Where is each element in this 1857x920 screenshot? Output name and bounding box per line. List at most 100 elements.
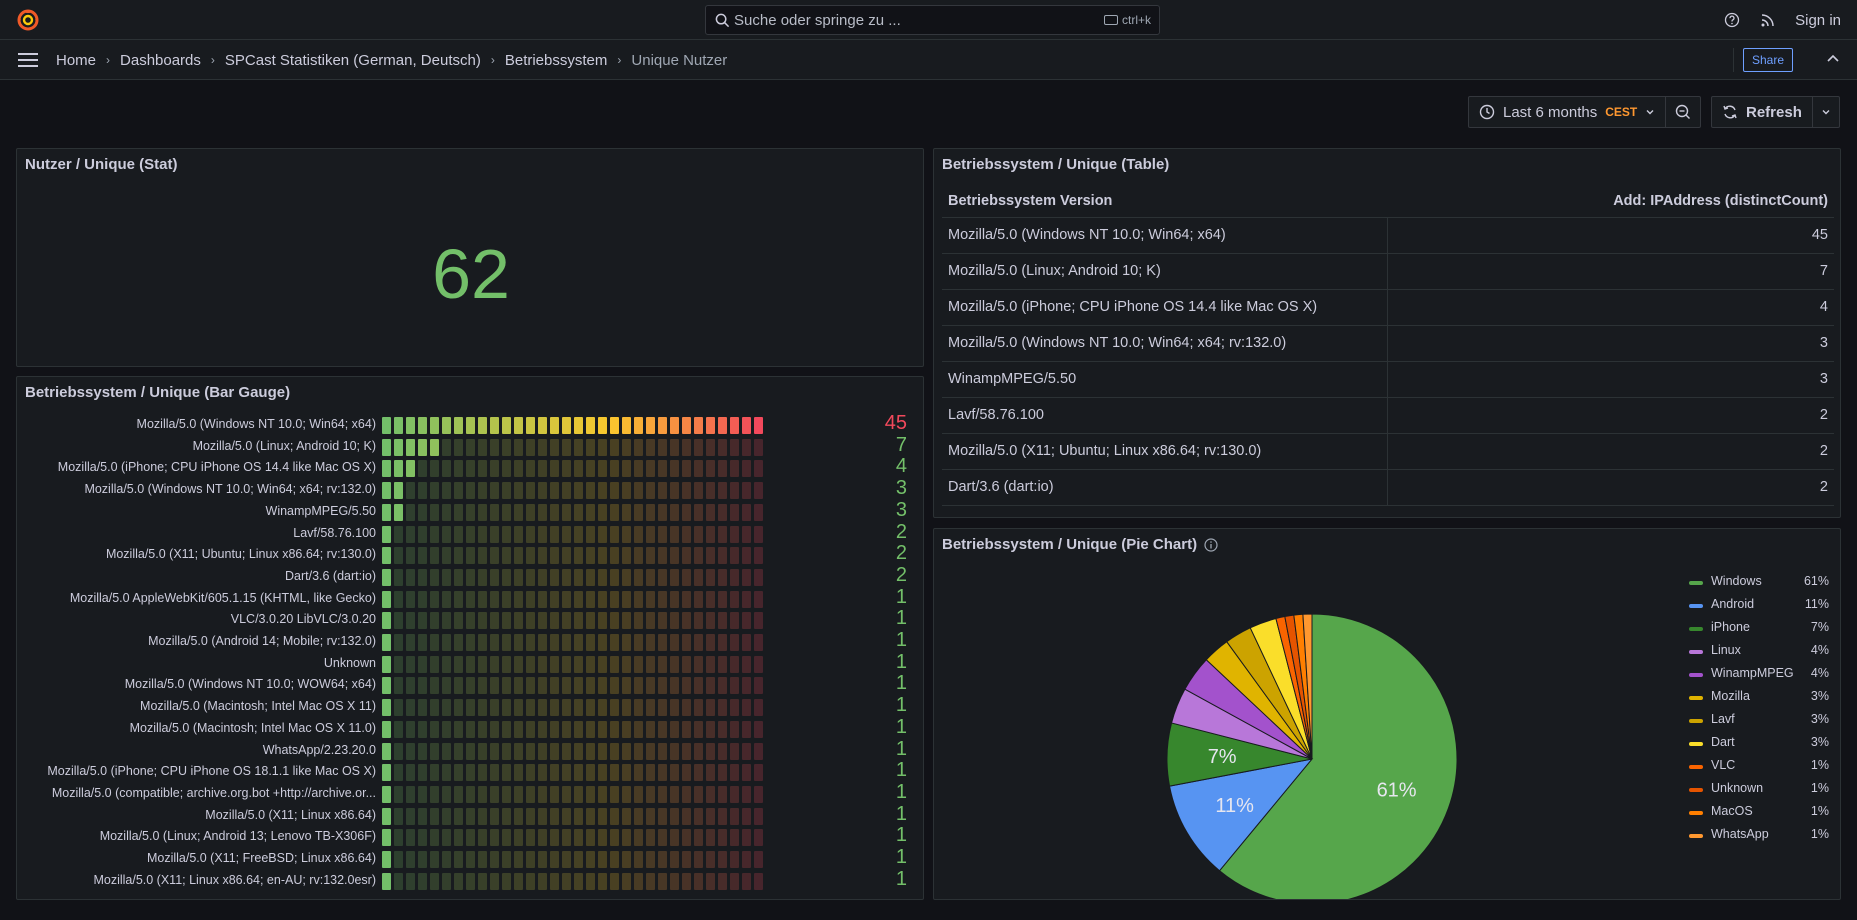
info-icon[interactable] bbox=[1204, 538, 1218, 552]
chevron-up-icon[interactable] bbox=[1824, 50, 1842, 68]
bar-cell bbox=[394, 525, 403, 543]
bar-gauge-row[interactable]: Mozilla/5.0 (X11; FreeBSD; Linux x86.64)… bbox=[17, 846, 923, 870]
legend-item[interactable]: Android 11% bbox=[1689, 597, 1829, 620]
legend-item[interactable]: Mozilla 3% bbox=[1689, 689, 1829, 712]
bar-gauge-row[interactable]: Mozilla/5.0 (iPhone; CPU iPhone OS 18.1.… bbox=[17, 759, 923, 783]
column-header-count[interactable]: Add: IPAddress (distinctCount) bbox=[1387, 185, 1834, 218]
table-row[interactable]: Mozilla/5.0 (Windows NT 10.0; Win64; x64… bbox=[942, 325, 1834, 362]
legend-percent: 1% bbox=[1810, 827, 1829, 841]
bar-gauge-row[interactable]: Mozilla/5.0 (compatible; archive.org.bot… bbox=[17, 781, 923, 805]
table-row[interactable]: Mozilla/5.0 (Windows NT 10.0; Win64; x64… bbox=[942, 217, 1834, 254]
bar-gauge-row[interactable]: Mozilla/5.0 (Macintosh; Intel Mac OS X 1… bbox=[17, 716, 923, 740]
bar-gauge-row[interactable]: WhatsApp/2.23.20.0 1 bbox=[17, 738, 923, 762]
share-button[interactable]: Share bbox=[1743, 48, 1793, 72]
bar-cell bbox=[622, 872, 631, 890]
bar-cell bbox=[490, 503, 499, 521]
bar-cell bbox=[598, 699, 607, 717]
bar-cell bbox=[694, 699, 703, 717]
legend-item[interactable]: VLC 1% bbox=[1689, 758, 1829, 781]
bar-label: VLC/3.0.20 LibVLC/3.0.20 bbox=[230, 612, 376, 627]
table-row[interactable]: Dart/3.6 (dart:io) 2 bbox=[942, 469, 1834, 506]
bar-cell bbox=[706, 807, 715, 825]
bar-gauge-row[interactable]: Dart/3.6 (dart:io) 2 bbox=[17, 564, 923, 588]
time-range-button[interactable]: Last 6 months CEST bbox=[1468, 96, 1667, 128]
zoom-out-button[interactable] bbox=[1666, 96, 1702, 128]
bar-gauge-row[interactable]: Mozilla/5.0 (Linux; Android 13; Lenovo T… bbox=[17, 824, 923, 848]
bar-gauge-row[interactable]: Mozilla/5.0 (X11; Linux x86.64) 1 bbox=[17, 803, 923, 827]
search-box[interactable]: ctrl+k bbox=[705, 5, 1160, 35]
clock-icon bbox=[1479, 104, 1495, 120]
bar-cell bbox=[454, 482, 463, 500]
grafana-logo-icon[interactable] bbox=[16, 8, 40, 32]
bar-gauge-row[interactable]: Mozilla/5.0 (Macintosh; Intel Mac OS X 1… bbox=[17, 694, 923, 718]
bar-gauge-row[interactable]: Mozilla/5.0 AppleWebKit/605.1.15 (KHTML,… bbox=[17, 586, 923, 610]
legend-item[interactable]: Unknown 1% bbox=[1689, 781, 1829, 804]
table-row[interactable]: Mozilla/5.0 (Linux; Android 10; K) 7 bbox=[942, 253, 1834, 290]
bar-cell bbox=[466, 525, 475, 543]
bar-cell bbox=[610, 525, 619, 543]
bar-cell bbox=[598, 677, 607, 695]
legend-item[interactable]: WinampMPEG 4% bbox=[1689, 666, 1829, 689]
rss-icon[interactable] bbox=[1759, 11, 1777, 29]
bar-gauge-row[interactable]: Mozilla/5.0 (iPhone; CPU iPhone OS 14.4 … bbox=[17, 455, 923, 479]
refresh-button[interactable]: Refresh bbox=[1711, 96, 1813, 128]
cell-count: 4 bbox=[1387, 289, 1834, 326]
bar-gauge-row[interactable]: Lavf/58.76.100 2 bbox=[17, 521, 923, 545]
table-row[interactable]: Mozilla/5.0 (X11; Ubuntu; Linux x86.64; … bbox=[942, 433, 1834, 470]
bar-cell bbox=[622, 482, 631, 500]
table-row[interactable]: Mozilla/5.0 (iPhone; CPU iPhone OS 14.4 … bbox=[942, 289, 1834, 326]
bar-gauge-row[interactable]: Mozilla/5.0 (Windows NT 10.0; WOW64; x64… bbox=[17, 672, 923, 696]
pie-slice-whatsapp[interactable] bbox=[1302, 613, 1313, 760]
bar-cell bbox=[610, 634, 619, 651]
bar-gauge-row[interactable]: Mozilla/5.0 (X11; Ubuntu; Linux x86.64; … bbox=[17, 542, 923, 566]
pie-slice-android[interactable] bbox=[1168, 758, 1314, 872]
bar-cell bbox=[754, 655, 763, 673]
pie-slice-label: 7% bbox=[1208, 746, 1237, 768]
table-row[interactable]: Lavf/58.76.100 2 bbox=[942, 397, 1834, 434]
bar-cell bbox=[418, 417, 427, 434]
breadcrumb-folder[interactable]: SPCast Statistiken (German, Deutsch) bbox=[224, 51, 481, 69]
bar-cell bbox=[478, 742, 487, 760]
bar-gauge-row[interactable]: Mozilla/5.0 (Windows NT 10.0; Win64; x64… bbox=[17, 412, 923, 436]
bar-cell bbox=[454, 742, 463, 760]
legend-item[interactable]: Lavf 3% bbox=[1689, 712, 1829, 735]
stat-panel[interactable]: Nutzer / Unique (Stat) 62 bbox=[16, 148, 924, 367]
bar-gauge-row[interactable]: Mozilla/5.0 (Android 14; Mobile; rv:132.… bbox=[17, 629, 923, 653]
breadcrumb-dashboards[interactable]: Dashboards bbox=[120, 51, 201, 69]
bar-gauge-row[interactable]: VLC/3.0.20 LibVLC/3.0.20 1 bbox=[17, 607, 923, 631]
bar-label: Mozilla/5.0 (Android 14; Mobile; rv:132.… bbox=[148, 634, 376, 648]
legend-item[interactable]: Dart 3% bbox=[1689, 735, 1829, 758]
table-row[interactable]: WinampMPEG/5.50 3 bbox=[942, 361, 1834, 398]
bar-cell bbox=[502, 634, 511, 651]
legend-item[interactable]: Linux 4% bbox=[1689, 643, 1829, 666]
bar-gauge-panel[interactable]: Betriebssystem / Unique (Bar Gauge) Mozi… bbox=[16, 376, 924, 900]
bar-cell bbox=[682, 742, 691, 760]
legend-item[interactable]: iPhone 7% bbox=[1689, 620, 1829, 643]
search-input[interactable] bbox=[734, 6, 1034, 34]
table-panel[interactable]: Betriebssystem / Unique (Table) Betriebs… bbox=[933, 148, 1841, 518]
pie-slice-windows[interactable] bbox=[1218, 613, 1458, 899]
bar-cell bbox=[406, 655, 415, 673]
bar-cell bbox=[490, 807, 499, 825]
breadcrumb-subfolder[interactable]: Betriebssystem bbox=[504, 51, 608, 69]
pie-slice-label: 61% bbox=[1377, 779, 1417, 801]
bar-cell bbox=[670, 807, 679, 825]
legend-item[interactable]: Windows 61% bbox=[1689, 574, 1829, 597]
bar-gauge-row[interactable]: Mozilla/5.0 (Linux; Android 10; K) 7 bbox=[17, 434, 923, 458]
pie-chart-panel[interactable]: Betriebssystem / Unique (Pie Chart) 61% 1… bbox=[933, 528, 1841, 900]
bar-cell bbox=[658, 829, 667, 847]
bar-cell bbox=[586, 829, 595, 847]
refresh-interval-button[interactable] bbox=[1812, 96, 1840, 128]
bar-cell bbox=[742, 829, 751, 847]
legend-item[interactable]: MacOS 1% bbox=[1689, 804, 1829, 827]
bar-gauge-row[interactable]: Mozilla/5.0 (X11; Linux x86.64; en-AU; r… bbox=[17, 868, 923, 892]
menu-icon[interactable] bbox=[18, 53, 38, 67]
bar-gauge-row[interactable]: Mozilla/5.0 (Windows NT 10.0; Win64; x64… bbox=[17, 477, 923, 501]
breadcrumb-home[interactable]: Home bbox=[56, 51, 97, 69]
bar-gauge-row[interactable]: Unknown 1 bbox=[17, 651, 923, 675]
legend-item[interactable]: WhatsApp 1% bbox=[1689, 827, 1829, 850]
sign-in-link[interactable]: Sign in bbox=[1795, 11, 1841, 29]
column-header-version[interactable]: Betriebssystem Version bbox=[942, 185, 1387, 218]
help-icon[interactable] bbox=[1723, 11, 1741, 29]
bar-gauge-row[interactable]: WinampMPEG/5.50 3 bbox=[17, 499, 923, 523]
